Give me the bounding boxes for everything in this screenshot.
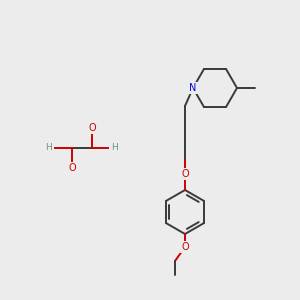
- Text: O: O: [68, 163, 76, 173]
- Text: N: N: [189, 83, 197, 93]
- Text: H: H: [46, 143, 52, 152]
- Text: H: H: [111, 143, 117, 152]
- Text: O: O: [181, 169, 189, 179]
- Text: O: O: [181, 242, 189, 252]
- Text: O: O: [88, 123, 96, 133]
